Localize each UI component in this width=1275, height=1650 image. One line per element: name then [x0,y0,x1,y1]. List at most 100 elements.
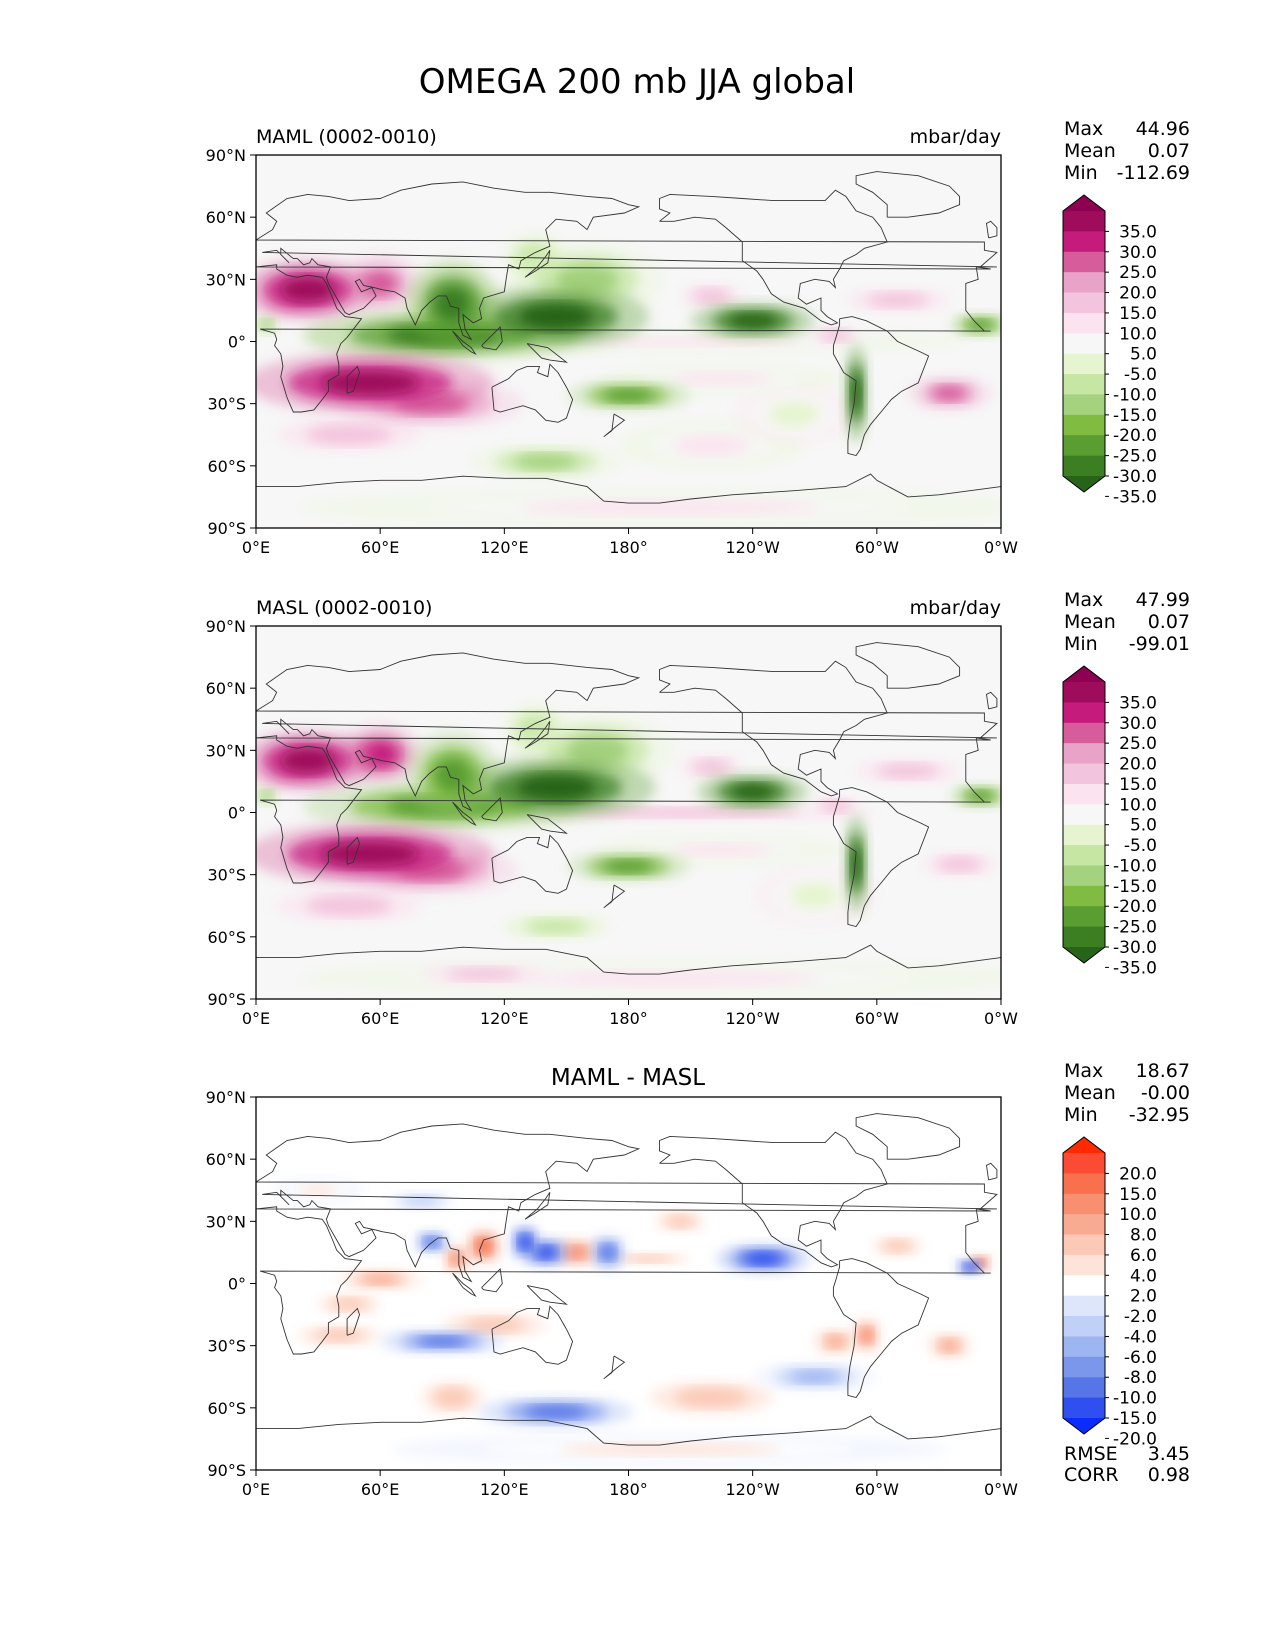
lat-tick-label: 30°S [207,1337,246,1356]
lon-tick-label: 180° [609,1009,648,1028]
colorbar-label: -2.0 [1124,1307,1157,1327]
coastline [832,316,930,457]
lat-tick-label: 90°S [207,519,246,538]
coastline [832,787,930,928]
colorbar-extend-max [1063,666,1105,682]
colorbar-label: -25.0 [1113,447,1157,467]
coastline [481,797,503,822]
colorbar-label: -5.0 [1124,365,1157,385]
colorbar-bin [1063,333,1105,355]
field-contour [820,329,851,342]
colorbar-label: 15.0 [1119,304,1157,324]
lat-tick-label: 60°S [207,457,246,476]
colorbar-bin [1063,292,1105,314]
colorbar-bin [1063,865,1105,887]
colorbar-bin [1063,272,1105,294]
field-contour [674,435,749,456]
field-contour [516,775,596,801]
colorbar-label: -30.0 [1113,467,1157,487]
colorbar-bin [1063,414,1105,436]
lat-tick-label: 0° [228,1275,246,1294]
lat-tick-label: 90°S [207,990,246,1009]
stat-value: 3.45 [1148,1443,1190,1465]
colorbar-bin [1063,1356,1105,1378]
panel-left-title: MAML (0002-0010) [256,126,437,148]
colorbar-bin [1063,1377,1105,1399]
stat-value: 44.96 [1136,118,1190,140]
field-contour [692,759,730,775]
colorbar-label: -20.0 [1113,1429,1157,1449]
lat-tick-label: 90°N [206,146,246,165]
field-contour [280,748,336,774]
colorbar-label: 8.0 [1130,1226,1157,1246]
colorbar-bin [1063,722,1105,744]
lat-tick-label: 90°S [207,1461,246,1480]
stat-value: 0.07 [1148,611,1190,633]
field-contour [769,401,819,427]
colorbar-bin [1063,926,1105,948]
lon-tick-label: 0°W [984,538,1018,557]
coastline [346,836,360,865]
lat-tick-label: 30°N [206,741,246,760]
field-contour [851,373,862,414]
field-contour [789,882,840,908]
colorbar-label: 35.0 [1119,693,1157,713]
colorbar-label: -30.0 [1113,938,1157,958]
lon-tick-label: 120°E [480,1009,529,1028]
field-contour [518,1234,532,1250]
lon-tick-label: 120°E [480,1480,529,1499]
lon-tick-label: 0°E [242,1480,270,1499]
colorbar-label: 25.0 [1119,734,1157,754]
coastline [256,181,998,341]
coastlines [256,1113,1001,1446]
field-contour [260,790,273,801]
field-contour [514,454,577,470]
colorbar-bin [1063,1254,1105,1276]
colorbar-bin [1063,394,1105,416]
coastline [256,473,1001,504]
colorbar: 20.015.010.08.06.04.02.0-2.0-4.0-6.0-8.0… [1062,1136,1157,1449]
stat-label: Min [1064,633,1098,655]
colorbar-bin [1063,763,1105,785]
colorbar-label: -5.0 [1124,836,1157,856]
stat-label: RMSE [1064,1443,1118,1465]
coastline [526,343,568,363]
colorbar-bin [1063,1397,1105,1419]
lat-tick-label: 0° [228,804,246,823]
colorbar-label: 20.0 [1119,284,1157,304]
stat-value: -0.00 [1141,1082,1190,1104]
coastline [452,801,477,827]
colorbar-label: 10.0 [1119,1205,1157,1225]
colorbar-bin [1063,211,1105,232]
lon-tick-label: 120°W [725,538,780,557]
figure-title: OMEGA 200 mb JJA global [419,62,855,102]
colorbar-label: 10.0 [1119,795,1157,815]
coastline [256,264,991,413]
lat-tick-label: 60°S [207,928,246,947]
coastlines [256,171,1001,504]
field-contour [671,843,772,857]
colorbar-bin [1063,743,1105,765]
colorbar-bin [1063,702,1105,724]
coastline [659,189,888,326]
stat-value: -99.01 [1129,633,1190,655]
colorbar-bin [1063,1316,1105,1337]
lon-tick-label: 120°W [725,1009,780,1028]
lon-tick-label: 60°E [361,1480,399,1499]
coastline [256,735,991,884]
colorbar-bin [1063,1336,1105,1358]
field-contour [671,372,772,386]
coastline [524,721,551,749]
field-layer [271,1177,993,1465]
field-contour [789,1370,840,1383]
field-contour [876,763,939,779]
lat-tick-label: 30°N [206,270,246,289]
colorbar-bin [1063,353,1105,375]
colorbar-bin [1063,845,1105,866]
coastline [603,884,626,909]
stat-label: Max [1064,589,1103,611]
lon-tick-label: 60°W [855,1480,899,1499]
colorbar-label: 30.0 [1119,243,1157,263]
coastline [986,220,998,239]
colorbar-label: 20.0 [1119,755,1157,775]
